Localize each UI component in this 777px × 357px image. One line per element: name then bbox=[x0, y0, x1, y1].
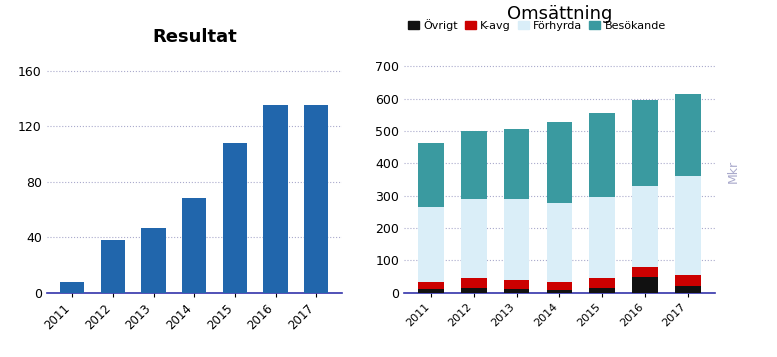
Title: Resultat: Resultat bbox=[152, 27, 237, 46]
Bar bbox=[632, 267, 658, 277]
Bar bbox=[461, 131, 486, 199]
Bar bbox=[101, 240, 125, 293]
Bar bbox=[632, 277, 658, 293]
Title: Omsättning: Omsättning bbox=[507, 5, 612, 24]
Bar bbox=[632, 100, 658, 186]
Bar bbox=[418, 289, 444, 293]
Bar bbox=[503, 129, 529, 199]
Bar bbox=[503, 280, 529, 289]
Bar bbox=[418, 207, 444, 282]
Legend: Övrigt, K-avg, Förhyrda, Besökande: Övrigt, K-avg, Förhyrda, Besökande bbox=[403, 14, 671, 35]
Bar bbox=[461, 278, 486, 288]
Bar bbox=[304, 105, 329, 293]
Bar bbox=[60, 282, 85, 293]
Bar bbox=[418, 282, 444, 289]
Bar bbox=[590, 113, 615, 197]
Bar bbox=[418, 142, 444, 207]
Bar bbox=[461, 199, 486, 278]
Text: Mkr: Mkr bbox=[726, 160, 740, 183]
Bar bbox=[546, 203, 573, 282]
Bar bbox=[461, 288, 486, 293]
Bar bbox=[503, 289, 529, 293]
Bar bbox=[675, 94, 701, 176]
Bar bbox=[632, 186, 658, 267]
Bar bbox=[546, 290, 573, 293]
Bar bbox=[141, 227, 166, 293]
Bar bbox=[675, 286, 701, 293]
Bar bbox=[503, 199, 529, 280]
Bar bbox=[590, 197, 615, 278]
Bar bbox=[263, 105, 287, 293]
Bar bbox=[675, 176, 701, 275]
Bar bbox=[546, 122, 573, 203]
Bar bbox=[546, 282, 573, 290]
Bar bbox=[590, 288, 615, 293]
Bar bbox=[675, 275, 701, 286]
Bar bbox=[182, 198, 207, 293]
Bar bbox=[223, 143, 247, 293]
Bar bbox=[590, 278, 615, 288]
